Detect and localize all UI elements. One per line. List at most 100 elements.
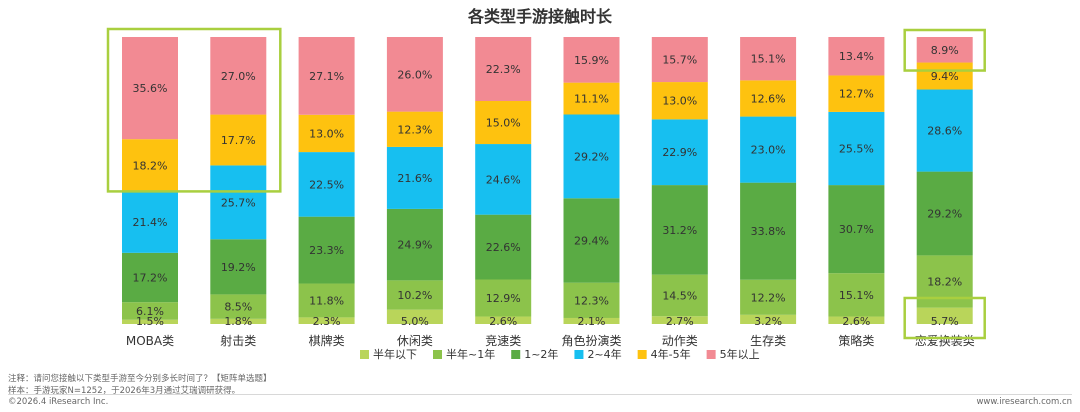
legend-swatch [433, 350, 442, 359]
bar-segment [210, 37, 267, 115]
data-label: 22.3% [486, 63, 521, 76]
x-tick-label: MOBA类 [126, 334, 174, 348]
bar-segment [740, 116, 797, 183]
x-tick-label: 策略类 [838, 333, 874, 348]
data-label: 23.3% [309, 244, 344, 257]
bar-segment [475, 144, 532, 215]
data-label: 3.2% [754, 315, 782, 328]
bar-segment [740, 279, 797, 315]
bar-segment [740, 182, 797, 280]
data-label: 22.5% [309, 178, 344, 191]
bar-segment [210, 318, 267, 324]
data-label: 31.2% [662, 224, 697, 237]
legend-entry: 1~2年 [524, 347, 558, 361]
bar-segment [298, 114, 355, 153]
legend-swatch [511, 350, 521, 359]
bar-segment [828, 185, 885, 274]
data-label: 12.3% [574, 294, 609, 307]
highlight-box [106, 27, 282, 193]
bar-segment [386, 146, 443, 209]
bar-segment [298, 37, 355, 115]
chart-title: 各类型手游接触时长 [467, 7, 613, 26]
legend-entry: 4年-5年 [651, 347, 691, 361]
legend-entry: 2~4年 [587, 347, 621, 361]
data-label: 13.4% [839, 50, 874, 63]
bar-segment [740, 37, 797, 81]
bar-segment [828, 273, 885, 317]
data-label: 15.1% [751, 53, 786, 66]
data-label: 5.7% [931, 315, 959, 328]
data-label: 21.6% [397, 172, 432, 185]
data-label: 30.7% [839, 223, 874, 236]
bar-segment [916, 307, 973, 324]
bar-segment [651, 37, 708, 83]
bar-segment [475, 316, 532, 324]
legend-swatch [360, 350, 369, 359]
data-label: 33.8% [751, 225, 786, 238]
data-label: 2.6% [489, 315, 517, 328]
data-label: 35.6% [133, 82, 168, 95]
data-label: 24.6% [486, 173, 521, 186]
bar-segment [386, 280, 443, 310]
bar-segment [563, 82, 620, 115]
data-label: 9.4% [931, 70, 959, 83]
data-label: 12.7% [839, 88, 874, 101]
bar-segment [298, 216, 355, 284]
data-label: 28.6% [927, 125, 962, 138]
bar-segment [563, 114, 620, 199]
bar-segment [386, 37, 443, 112]
bar-segment [210, 165, 267, 240]
bar-segment [475, 101, 532, 145]
data-label: 18.2% [927, 276, 962, 289]
data-label: 15.1% [839, 289, 874, 302]
data-label: 2.3% [313, 315, 341, 328]
x-tick-label: 射击类 [220, 333, 256, 348]
data-label: 29.4% [574, 234, 609, 247]
bar-segment [210, 239, 267, 295]
bar-segment [563, 317, 620, 324]
bar-segment [122, 139, 178, 192]
data-label: 29.2% [574, 150, 609, 163]
x-tick-label: 休闲类 [397, 334, 433, 348]
data-label: 5.0% [401, 315, 429, 328]
footnote-question: 注释：请问您接触以下类型手游至今分别多长时间了？【矩阵单选题】 [8, 374, 272, 384]
bar-segment [651, 316, 708, 324]
bar-segment [122, 252, 178, 303]
bar-segment [475, 279, 532, 317]
footer-copyright: ©2026.4 iResearch Inc. [8, 397, 109, 407]
data-label: 23.0% [751, 144, 786, 157]
legend-entry: 半年以下 [373, 347, 417, 361]
bar-segment [740, 80, 797, 117]
data-label: 15.7% [662, 54, 697, 67]
bar-segment [916, 89, 973, 172]
bar-segment [122, 302, 178, 320]
bar-segment [386, 208, 443, 281]
data-label: 21.4% [133, 216, 168, 229]
data-label: 12.6% [751, 92, 786, 105]
data-label: 13.0% [309, 127, 344, 140]
footer-website: www.iresearch.com.cn [976, 397, 1072, 407]
bar-segment [563, 282, 620, 318]
data-label: 17.2% [133, 272, 168, 285]
legend-swatch [706, 350, 716, 359]
data-label: 12.2% [751, 291, 786, 304]
x-tick-label: 恋爱换装类 [915, 333, 975, 348]
data-label: 8.5% [224, 301, 252, 314]
data-label: 11.1% [574, 93, 609, 106]
legend-swatch [637, 350, 647, 359]
bar-segment [651, 274, 708, 317]
x-tick-label: 竞速类 [485, 334, 521, 348]
data-label: 2.6% [842, 315, 870, 328]
bar-segment [651, 82, 708, 120]
bar-segment [916, 171, 973, 256]
data-label: 10.2% [397, 289, 432, 302]
data-label: 1.5% [136, 315, 164, 328]
data-label: 15.0% [486, 117, 521, 130]
bar-segment [122, 37, 178, 140]
bar-segment [386, 111, 443, 147]
data-label: 29.2% [927, 208, 962, 221]
bar-segment [210, 114, 267, 166]
data-label: 26.0% [397, 68, 432, 81]
bar-segment [475, 214, 532, 280]
